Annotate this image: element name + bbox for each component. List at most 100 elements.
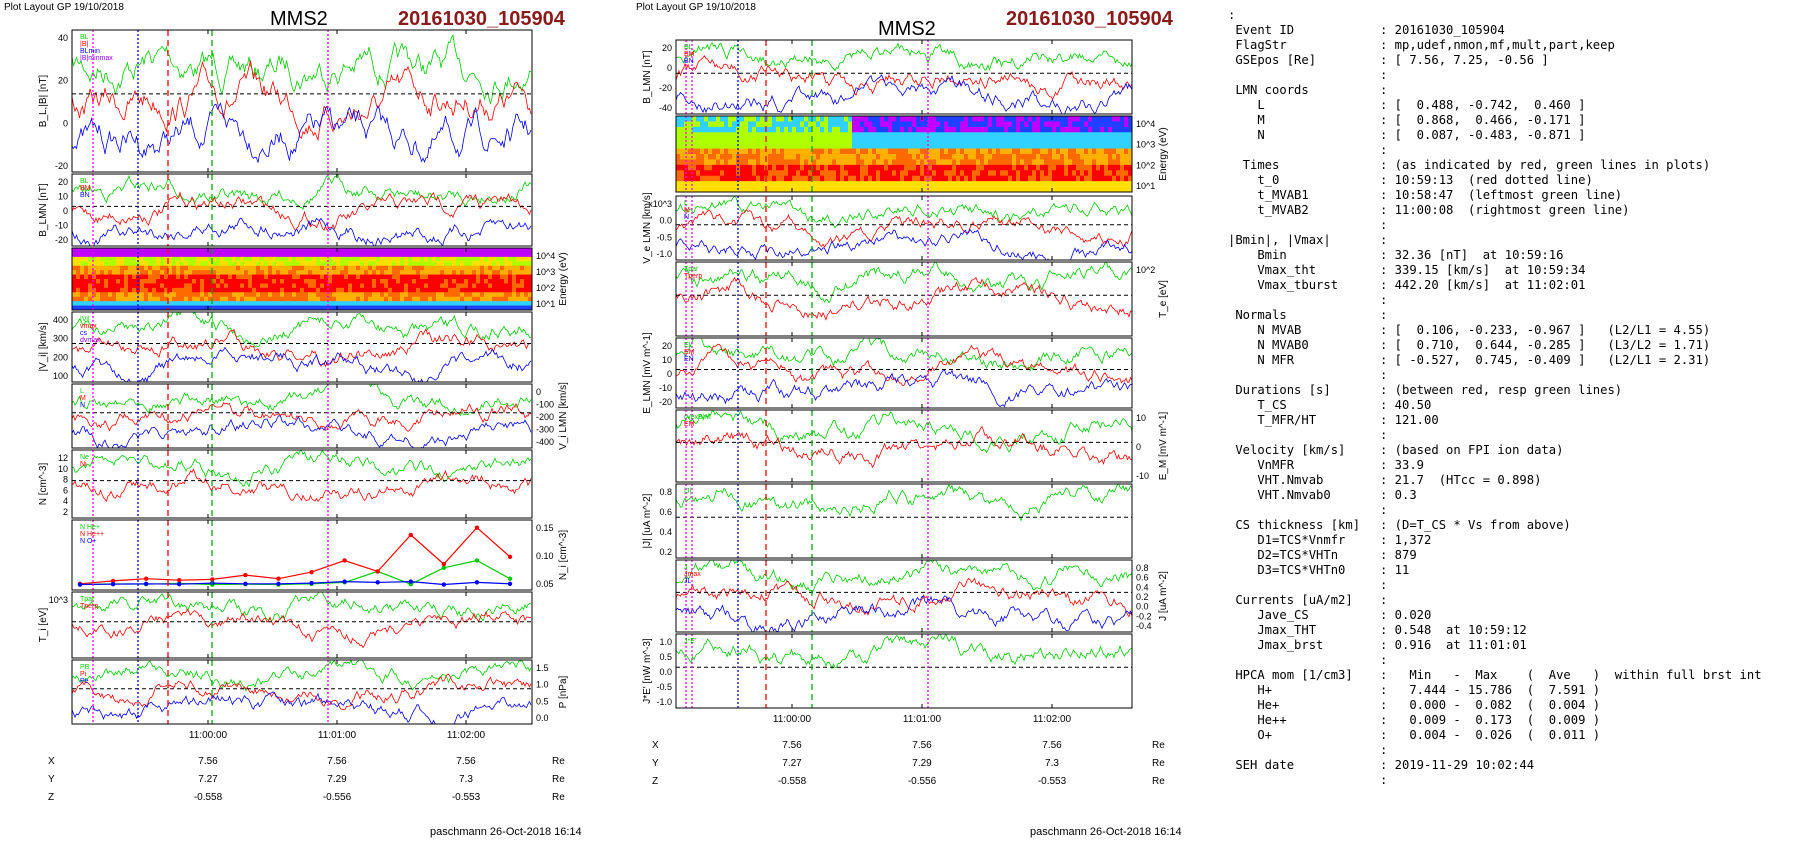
spectrogram-cell — [228, 301, 233, 307]
spectrogram-cell — [936, 132, 941, 139]
spectrogram-cell — [912, 126, 917, 133]
spectrogram-cell — [860, 137, 865, 144]
spectrogram-cell — [752, 159, 757, 166]
spectrogram-cell — [528, 292, 532, 298]
spectrogram-cell — [180, 248, 185, 253]
spectrogram-cell — [332, 292, 337, 298]
spectrogram-cell — [500, 287, 505, 293]
spectrogram-cell — [784, 143, 789, 150]
spectrogram-cell — [848, 148, 853, 155]
spectrogram-cell — [792, 186, 797, 192]
panel-frame — [71, 173, 533, 247]
spectrogram-cell — [992, 170, 997, 177]
spectrogram-cell — [404, 261, 409, 267]
spectrogram-cell — [808, 175, 813, 182]
spectrogram-cell — [472, 305, 477, 310]
spectrogram-cell — [524, 252, 529, 258]
spectrogram-cell — [816, 143, 821, 150]
spectrogram-cell — [284, 252, 289, 258]
spectrogram-cell — [524, 305, 529, 310]
spectrogram-cell — [1116, 137, 1121, 144]
spectrogram-cell — [468, 274, 473, 280]
ephemeris-unit: Re — [552, 774, 565, 785]
spectrogram-cell — [368, 256, 373, 262]
spectrogram-cell — [172, 248, 177, 253]
spectrogram-cell — [848, 164, 853, 171]
spectrogram-cell — [828, 186, 833, 192]
spectrogram-cell — [372, 287, 377, 293]
spectrogram-cell — [820, 186, 825, 192]
spectrogram-cell — [288, 292, 293, 298]
spectrogram-cell — [256, 292, 261, 298]
spectrogram-cell — [1056, 164, 1061, 171]
spectrogram-cell — [1060, 175, 1065, 182]
spectrogram-cell — [96, 287, 101, 293]
spectrogram-cell — [1068, 170, 1073, 177]
info-row: Vmax_tht: 339.15 [km/s] at 10:59:34 — [1228, 263, 1762, 278]
spectrogram-cell — [172, 292, 177, 298]
spectrogram-cell — [148, 265, 153, 271]
y-tick-label: -40 — [659, 103, 672, 113]
spectrogram-cell — [148, 287, 153, 293]
spectrogram-cell — [916, 116, 921, 122]
spectrogram-cell — [160, 256, 165, 262]
spectrogram-cell — [696, 159, 701, 166]
spectrogram-cell — [412, 270, 417, 276]
panel-frame — [71, 591, 533, 659]
spectrogram-cell — [1048, 159, 1053, 166]
series-line — [676, 560, 1132, 593]
spectrogram-cell — [336, 265, 341, 271]
spectrogram-cell — [908, 126, 913, 133]
spectrogram-cell — [944, 164, 949, 171]
spectrogram-cell — [928, 186, 933, 192]
spectrogram-cell — [280, 265, 285, 271]
spectrogram-cell — [364, 274, 369, 280]
spectrogram-cell — [332, 296, 337, 302]
spectrogram-cell — [904, 181, 909, 188]
spectrogram-cell — [808, 148, 813, 155]
spectrogram-cell — [996, 170, 1001, 177]
spectrogram-cell — [1104, 121, 1109, 128]
spectrogram-cell — [104, 265, 109, 271]
spectrogram-cell — [1104, 148, 1109, 155]
spectrogram-cell — [704, 175, 709, 182]
spectrogram-cell — [968, 164, 973, 171]
spectrogram-cell — [332, 270, 337, 276]
spectrogram-cell — [468, 283, 473, 289]
spectrogram-cell — [512, 292, 517, 298]
spectrogram-cell — [968, 175, 973, 182]
spectrogram-cell — [340, 292, 345, 298]
spectrogram-cell — [856, 116, 861, 122]
spectrogram-cell — [676, 121, 681, 128]
spectrogram-cell — [756, 137, 761, 144]
spectrogram-cell — [100, 301, 105, 307]
spectrogram-cell — [208, 301, 213, 307]
spectrogram-cell — [292, 274, 297, 280]
panel-frame — [71, 383, 533, 449]
spectrogram-cell — [324, 283, 329, 289]
spectrogram-cell — [684, 143, 689, 150]
spectrogram-cell — [432, 292, 437, 298]
panel-data — [72, 384, 532, 448]
spectrogram-cell — [1020, 137, 1025, 144]
spectrogram-cell — [828, 164, 833, 171]
spectrogram-cell — [464, 292, 469, 298]
spectrogram-cell — [772, 137, 777, 144]
spectrogram-cell — [1112, 126, 1117, 133]
spectrogram-cell — [936, 137, 941, 144]
spectrogram-cell — [1012, 181, 1017, 188]
spectrogram-cell — [468, 261, 473, 267]
spectrogram-cell — [780, 121, 785, 128]
series-line — [676, 196, 1132, 229]
spectrogram-cell — [712, 159, 717, 166]
spectrogram-cell — [520, 265, 525, 271]
spectrogram-cell — [144, 305, 149, 310]
spectrogram-cell — [488, 292, 493, 298]
spectrogram-cell — [932, 137, 937, 144]
spectrogram-cell — [1120, 181, 1125, 188]
spectrogram-cell — [1020, 143, 1025, 150]
spectrogram-cell — [872, 175, 877, 182]
spectrogram-cell — [888, 116, 893, 122]
spectrogram-cell — [108, 292, 113, 298]
spectrogram-cell — [828, 154, 833, 160]
